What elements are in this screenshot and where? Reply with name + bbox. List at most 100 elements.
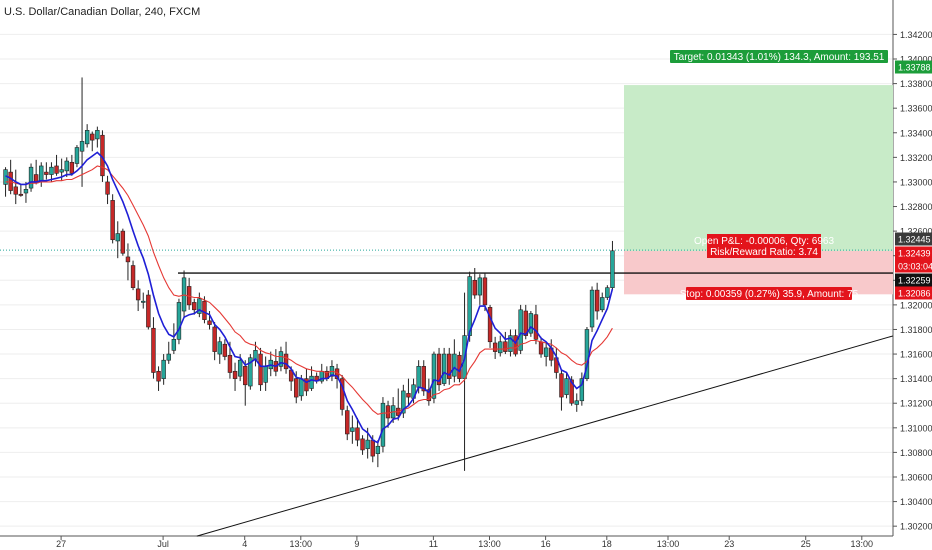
candle-down (146, 294, 151, 328)
candle-up (401, 390, 406, 414)
price-label: 03:03:04 (898, 262, 932, 272)
candle-down (105, 181, 110, 195)
candle-up (508, 335, 513, 352)
candle-down (426, 389, 432, 402)
candle-up (564, 378, 569, 395)
candle-up (589, 289, 595, 328)
pnl-box (707, 234, 821, 258)
y-tick-label: 1.31600 (900, 350, 932, 360)
price-label: 1.32086 (898, 289, 931, 299)
x-tick-label: 25 (801, 539, 811, 549)
y-tick-label: 1.30600 (900, 472, 932, 482)
y-tick-label: 1.32000 (900, 300, 932, 310)
candle-down (120, 230, 126, 254)
x-tick-label: 13:00 (290, 539, 313, 549)
candle-down (130, 265, 136, 288)
candle-down (222, 343, 228, 357)
candle-down (202, 300, 207, 320)
candle-down (294, 378, 299, 398)
candle-up (181, 277, 187, 312)
x-tick-label: 9 (354, 539, 359, 549)
candle-up (79, 141, 85, 152)
candle-down (559, 373, 564, 398)
y-tick-label: 1.30800 (900, 448, 932, 458)
candle-up (237, 359, 243, 377)
candle-down (345, 410, 350, 435)
candle-down (406, 393, 411, 398)
candle-down (54, 165, 59, 174)
x-tick-label: 23 (724, 539, 734, 549)
y-tick-label: 1.34000 (900, 55, 932, 65)
candle-down (44, 171, 49, 175)
candle-down (523, 310, 528, 336)
y-tick-label: 1.31800 (900, 325, 932, 335)
candle-up (528, 313, 534, 334)
stop-label: Stop: 0.00359 (0.27%) 35.9, Amount: 75 (680, 289, 859, 300)
x-tick-label: 13:00 (478, 539, 501, 549)
candle-down (569, 379, 574, 404)
y-tick-label: 1.33400 (900, 128, 932, 138)
candle-up (39, 165, 44, 183)
candle-up (23, 189, 29, 194)
candle-up (600, 297, 605, 311)
x-tick-label: Jul (157, 539, 169, 549)
candle-up (416, 366, 421, 388)
candle-down (227, 354, 233, 373)
candle-down (503, 341, 508, 352)
price-label-bg (895, 246, 932, 260)
candle-up (141, 300, 146, 303)
y-tick-label: 1.32600 (900, 227, 932, 237)
candle-down (232, 370, 238, 379)
x-tick-label: 13:00 (657, 539, 680, 549)
candle-up (74, 147, 80, 164)
candle-down (482, 277, 488, 306)
price-label-bg (895, 286, 932, 300)
y-tick-label: 1.31400 (900, 374, 932, 384)
target-label-bg (670, 50, 888, 63)
price-label: 1.33788 (898, 63, 931, 73)
candle-up (197, 298, 202, 314)
candle-up (278, 351, 284, 367)
target-zone (624, 85, 893, 251)
x-tick-label: 4 (242, 539, 247, 549)
candle-down (156, 370, 161, 382)
price-label-bg (895, 273, 932, 287)
candle-down (283, 353, 289, 370)
candle-up (95, 130, 100, 140)
x-tick-label: 16 (541, 539, 551, 549)
chart-title: U.S. Dollar/Canadian Dollar, 240, FXCM (4, 6, 201, 18)
candle-up (610, 250, 615, 288)
candle-down (472, 279, 477, 296)
candle-down (192, 302, 197, 311)
candle-up (248, 357, 253, 387)
price-label-bg (895, 60, 932, 74)
candle-down (436, 353, 442, 386)
candle-down (370, 439, 375, 457)
candle-down (538, 341, 544, 355)
candle-up (217, 341, 222, 355)
candle-up (498, 341, 503, 354)
candle-down (421, 366, 426, 392)
candle-up (477, 277, 483, 296)
y-tick-label: 1.33600 (900, 104, 932, 114)
y-tick-label: 1.33800 (900, 79, 932, 89)
x-tick-label: 11 (429, 539, 438, 549)
candle-up (115, 233, 120, 242)
candle-up (375, 445, 381, 454)
x-tick-label: 13:00 (851, 539, 874, 549)
candle-down (207, 320, 212, 325)
y-tick-label: 1.31200 (900, 399, 932, 409)
candle-up (59, 169, 64, 173)
candle-down (355, 427, 360, 441)
candle-down (8, 171, 13, 191)
candle-up (431, 353, 437, 399)
y-tick-label: 1.32800 (900, 202, 932, 212)
y-tick-label: 1.30400 (900, 497, 932, 507)
candle-down (243, 366, 248, 386)
price-label-bg (895, 259, 932, 273)
y-tick-label: 1.31000 (900, 423, 932, 433)
x-tick-label: 18 (602, 539, 612, 549)
y-tick-label: 1.30200 (900, 522, 932, 532)
target-label: Target: 0.01343 (1.01%) 134.3, Amount: 1… (674, 52, 885, 63)
